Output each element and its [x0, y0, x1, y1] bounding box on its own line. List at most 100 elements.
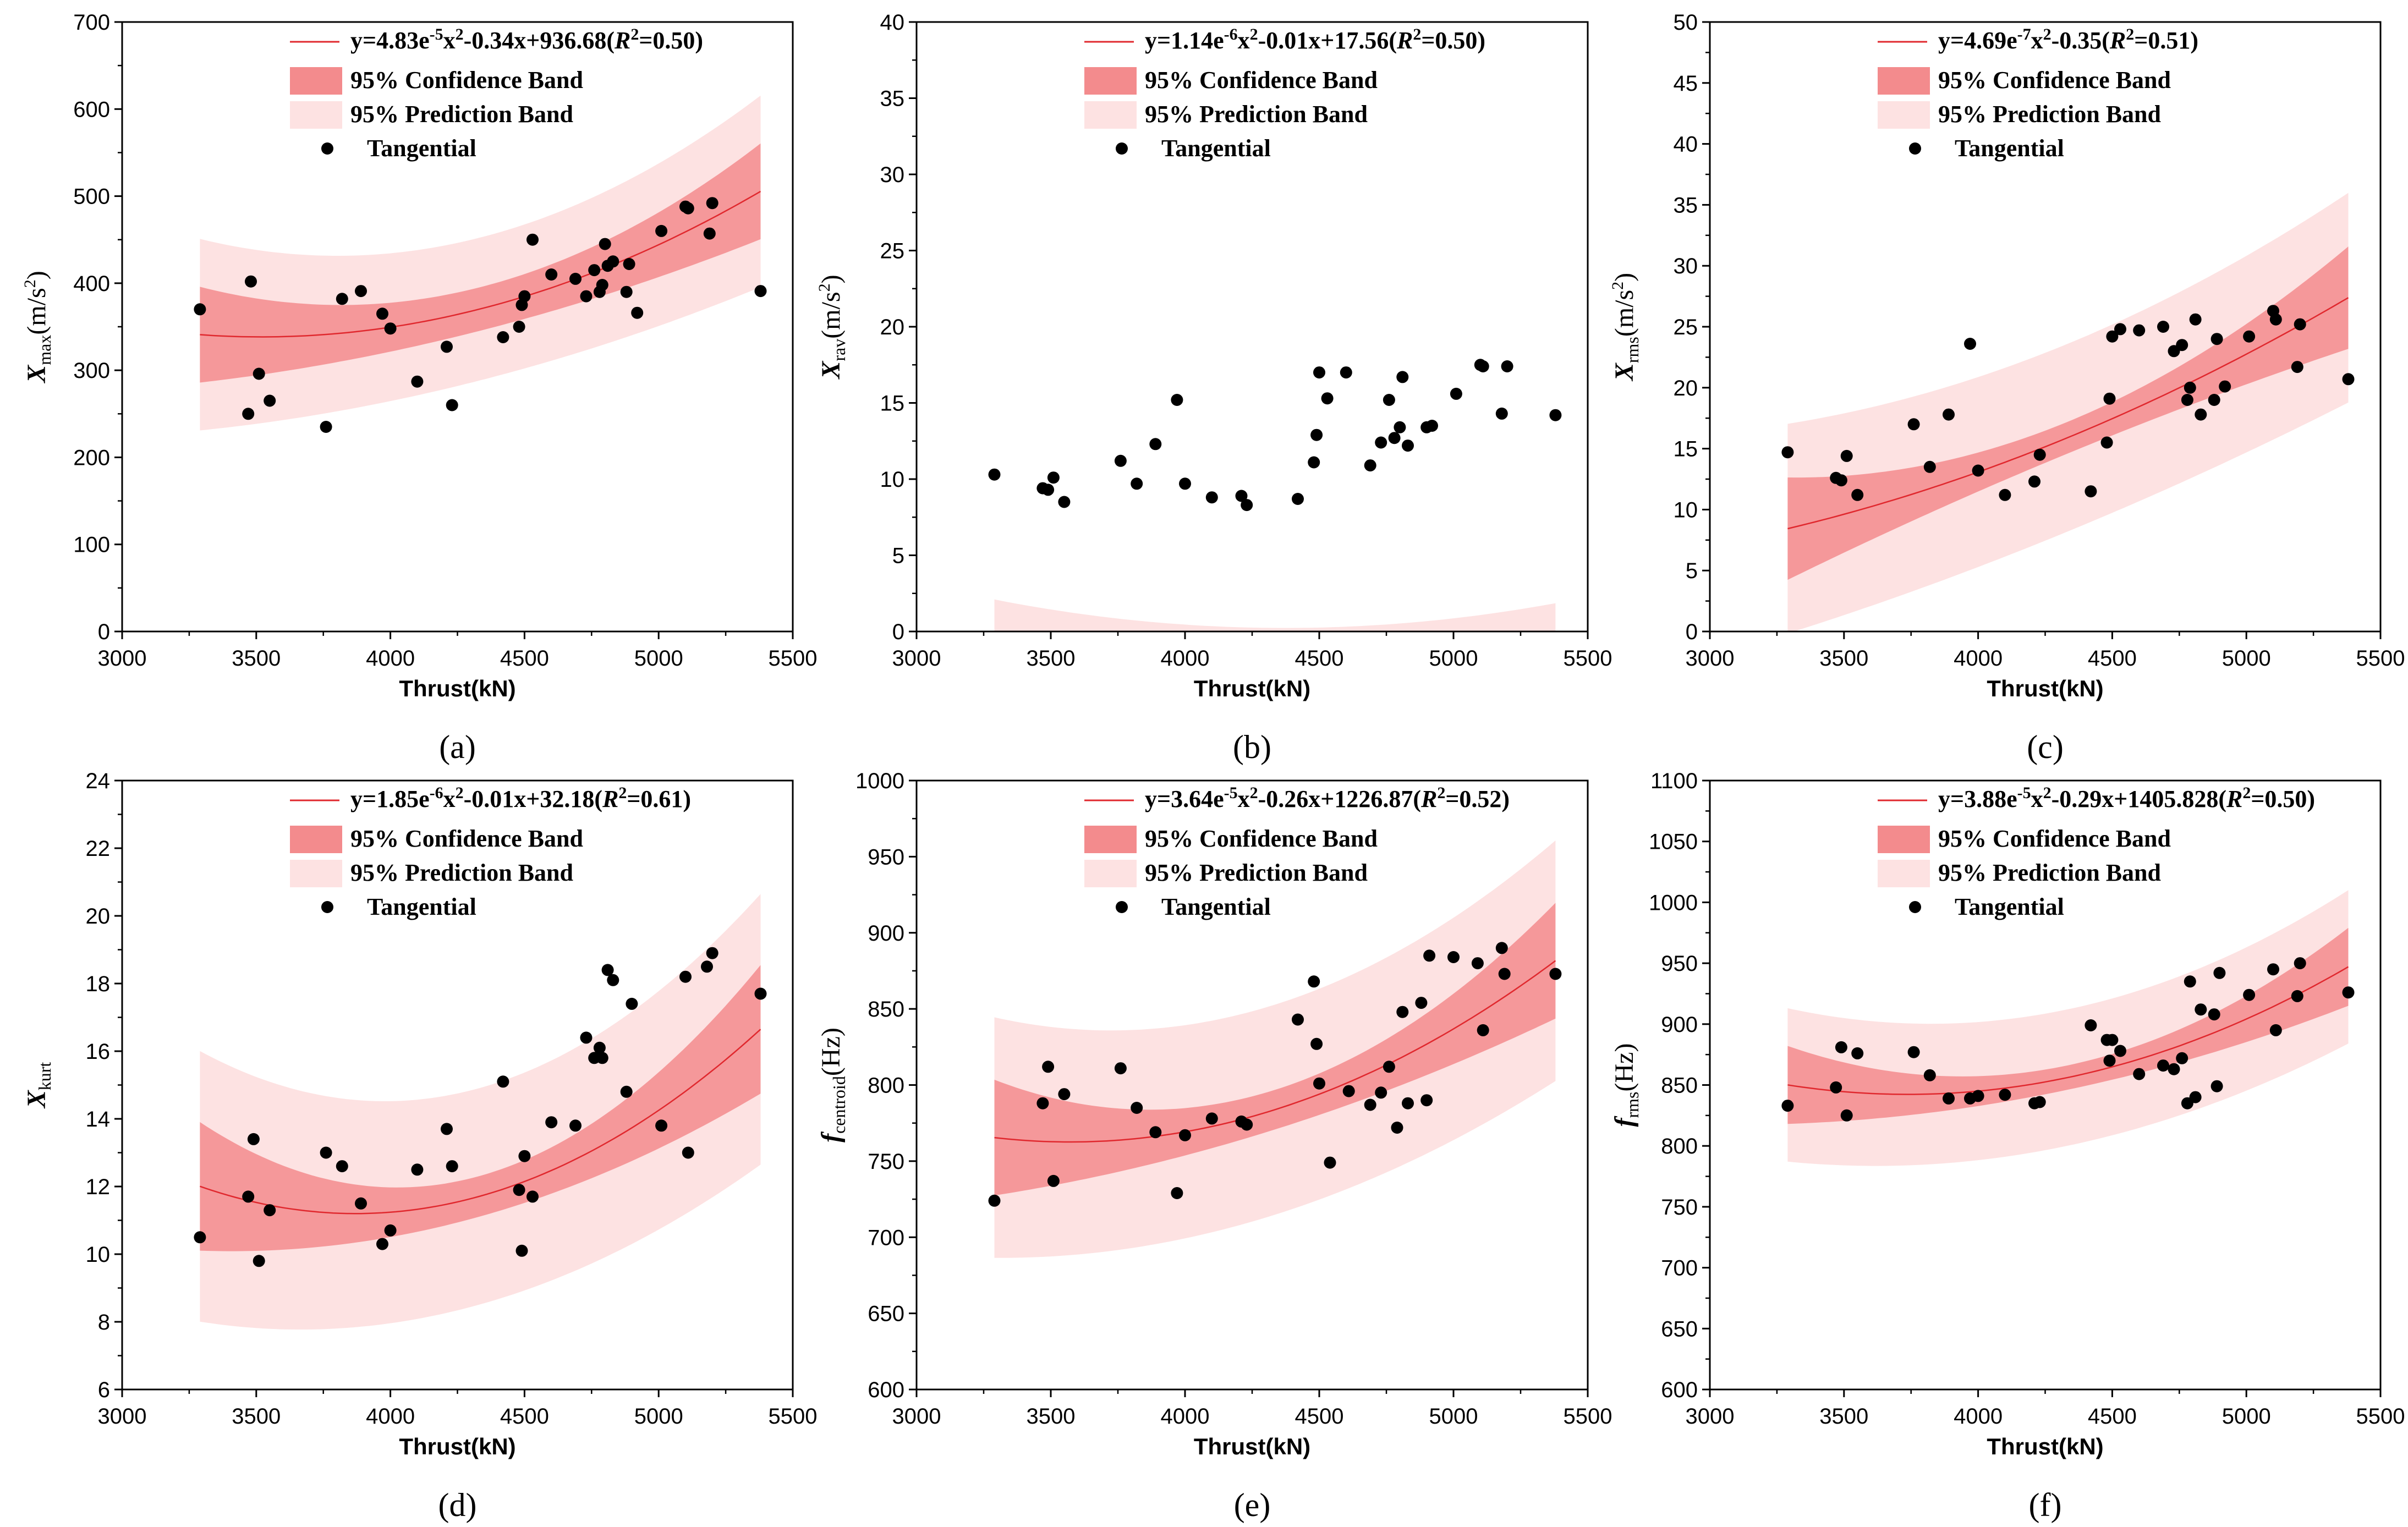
data-point: [2133, 324, 2146, 337]
data-point: [1549, 409, 1562, 421]
data-point: [2208, 394, 2220, 406]
chart-panel-3: 3000 3500 4000 4500 5000 5500 0 5 10 15 20 25 30 35 40…: [1609, 10, 2405, 765]
data-point: [446, 1160, 458, 1173]
plot-area: [988, 840, 1562, 1258]
data-point: [320, 1146, 332, 1159]
confidence-band: [1787, 927, 2349, 1124]
data-point: [1235, 490, 1248, 502]
y-axis-label: fcentroid(Hz): [816, 1028, 849, 1142]
subfigure-label: (a): [439, 729, 476, 765]
data-point: [596, 1052, 608, 1064]
legend-prediction-swatch: [1878, 101, 1930, 129]
data-point: [1313, 1077, 1325, 1090]
data-point: [194, 303, 206, 316]
data-point: [1450, 387, 1462, 400]
data-point: [703, 227, 716, 240]
data-point: [2114, 323, 2126, 336]
y-tick-label: 30: [1674, 254, 1698, 278]
prediction-band: [1787, 193, 2349, 631]
chart-panel-4: 3000 3500 4000 4500 5000 5500 6 8 10 12 14 16 18 20 22…: [22, 769, 817, 1523]
data-point: [2033, 1096, 2046, 1108]
y-axis-label: Xrms(m/s2): [1609, 273, 1642, 382]
data-point: [701, 960, 713, 973]
data-point: [580, 1031, 593, 1044]
data-point: [194, 1231, 206, 1244]
data-point: [1036, 1097, 1049, 1109]
x-tick-label: 4500: [2088, 646, 2137, 671]
legend-points-text: Tangential: [1955, 135, 2064, 162]
legend-points-text: Tangential: [367, 893, 476, 920]
data-point: [1241, 1118, 1253, 1131]
data-point: [1498, 968, 1511, 980]
data-point: [1131, 1102, 1143, 1114]
data-point: [682, 1146, 694, 1159]
data-point: [2291, 990, 2303, 1002]
fit-line: [200, 190, 761, 338]
data-point: [1851, 488, 1864, 501]
data-point: [1179, 1129, 1191, 1141]
data-point: [446, 399, 458, 411]
y-tick-label: 5: [1686, 559, 1698, 583]
legend: y=1.85e-6x2-0.01x+32.18(R2=0.61) 95% Conf…: [290, 784, 691, 920]
data-point: [518, 290, 531, 303]
x-axis-label: Thrust(kN): [1987, 675, 2103, 701]
data-point: [1840, 1109, 1853, 1122]
data-point: [2168, 1063, 2180, 1075]
legend-points-text: Tangential: [1161, 135, 1271, 162]
x-axis-label: Thrust(kN): [1987, 1433, 2103, 1459]
data-point: [1781, 1100, 1794, 1112]
data-point: [588, 264, 601, 277]
legend-prediction-text: 95% Prediction Band: [1938, 101, 2161, 128]
data-point: [1923, 1069, 1936, 1081]
data-point: [1114, 1062, 1127, 1075]
legend-prediction-swatch: [1084, 101, 1137, 129]
data-point: [384, 1224, 397, 1237]
data-point: [1375, 436, 1387, 449]
data-point: [2176, 339, 2188, 351]
data-point: [2210, 1080, 2223, 1092]
y-axis-label: Xkurt: [22, 1062, 54, 1109]
data-point: [411, 375, 424, 388]
fit-line: [1787, 297, 2349, 530]
data-point: [497, 1075, 509, 1088]
x-tick-label: 3000: [1686, 1404, 1735, 1429]
chart-panel-2: 3000 3500 4000 4500 5000 5500 0 5 10 15 20 25 30 35 40…: [815, 10, 1612, 765]
x-tick-label: 4500: [2088, 1404, 2137, 1429]
plot-area: [988, 359, 1562, 631]
y-tick-label: 22: [86, 837, 111, 861]
y-tick-label: 650: [868, 1302, 904, 1326]
data-point: [2189, 1091, 2202, 1103]
data-point: [599, 238, 611, 250]
y-tick-label: 950: [868, 845, 904, 869]
y-tick-label: 30: [880, 163, 905, 187]
data-point: [1308, 975, 1320, 988]
data-point: [411, 1163, 424, 1176]
plot-area: [1781, 193, 2355, 631]
data-point: [682, 202, 694, 215]
data-point: [1471, 957, 1484, 970]
y-tick-label: 850: [868, 997, 904, 1021]
data-point: [2184, 381, 2196, 394]
legend-confidence-swatch: [1878, 67, 1930, 95]
y-tick-label: 8: [98, 1310, 110, 1334]
y-tick-label: 650: [1661, 1317, 1698, 1341]
data-point: [1313, 366, 1325, 379]
data-point: [2208, 1008, 2220, 1021]
data-point: [264, 394, 276, 407]
y-tick-label: 35: [880, 87, 905, 111]
data-point: [2103, 392, 2116, 405]
data-point: [1835, 474, 1847, 487]
x-tick-label: 4000: [1161, 646, 1210, 671]
confidence-band: [994, 903, 1556, 1196]
x-tick-label: 3000: [892, 1404, 941, 1429]
data-point: [706, 197, 718, 210]
x-tick-label: 5000: [1429, 1404, 1478, 1429]
legend-confidence-text: 95% Confidence Band: [1145, 67, 1378, 94]
x-tick-label: 3500: [232, 646, 281, 671]
y-tick-label: 600: [73, 97, 110, 122]
data-point: [1402, 440, 1414, 452]
data-point: [2213, 966, 2226, 979]
data-point: [2291, 361, 2303, 373]
data-point: [1835, 1041, 1847, 1053]
x-tick-label: 3500: [1027, 646, 1076, 671]
